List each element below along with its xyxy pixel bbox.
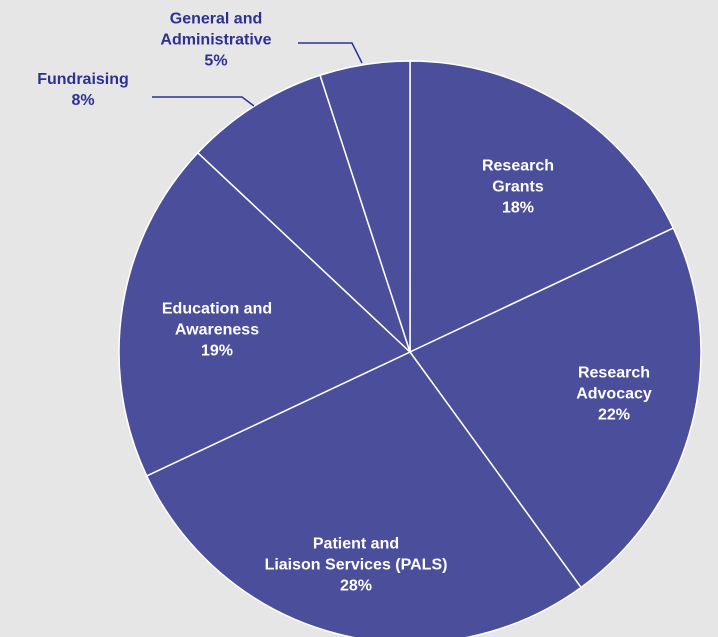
category-label: Research Grants — [481, 157, 555, 196]
pie-slice — [118, 151, 412, 477]
pie-slice — [145, 351, 583, 637]
category-label: Patient and Liaison Services (PALS) — [264, 535, 448, 574]
value-label: 5% — [204, 52, 228, 70]
leader-line — [298, 42, 363, 64]
leader-line — [152, 96, 255, 107]
value-label: 18% — [501, 199, 535, 217]
value-label: 28% — [339, 577, 373, 595]
pie-slice — [319, 60, 411, 353]
slice-label: Research Grants 18% — [482, 156, 554, 219]
category-label: Research Advocacy — [576, 364, 652, 403]
category-label: General and Administrative — [160, 10, 272, 49]
value-label: 19% — [200, 342, 234, 360]
pie-slice — [409, 60, 675, 354]
pie-slice — [196, 74, 411, 353]
slice-label: Fundraising 8% — [37, 69, 129, 111]
value-label: 8% — [71, 92, 95, 109]
slice-label: General and Administrative 5% — [160, 9, 271, 72]
slice-label: Research Advocacy 22% — [576, 363, 652, 426]
category-label: Fundraising — [37, 71, 129, 88]
category-label: Education and Awareness — [161, 300, 273, 339]
pie-slice — [408, 227, 702, 589]
value-label: 22% — [597, 406, 631, 424]
slice-label: Education and Awareness 19% — [162, 299, 272, 362]
slice-label: Patient and Liaison Services (PALS) 28% — [265, 534, 448, 597]
